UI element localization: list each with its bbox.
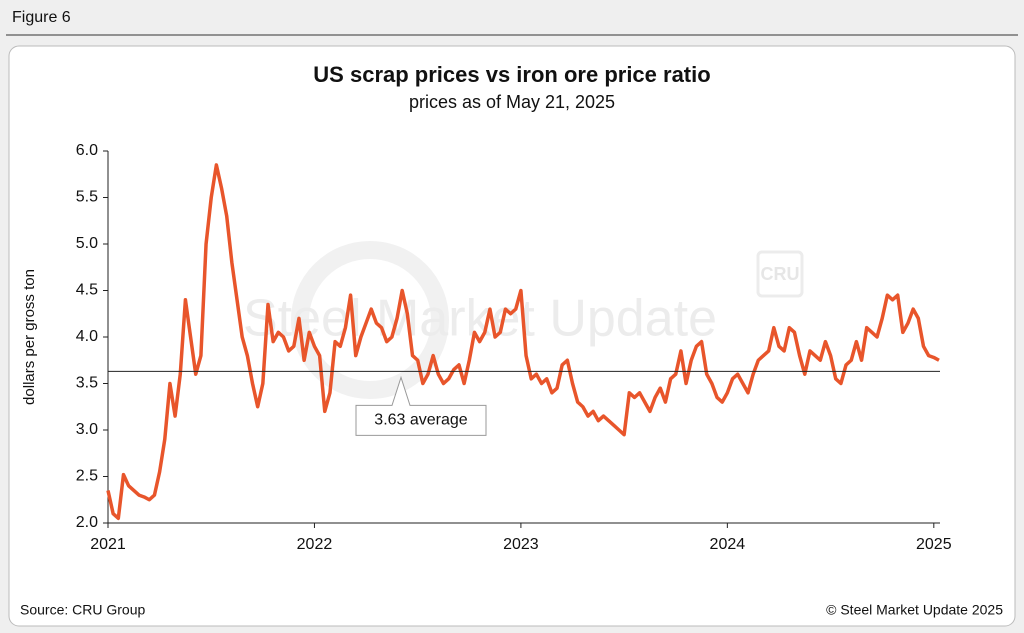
x-tick-label: 2024 — [710, 536, 746, 553]
data-line — [106, 163, 940, 521]
x-tick-label: 2021 — [90, 536, 126, 553]
chart-panel — [8, 45, 1016, 627]
y-tick-label: 4.0 — [76, 328, 98, 345]
y-axis-label: dollars per gross ton — [21, 269, 38, 405]
y-tick-label: 4.5 — [76, 282, 98, 299]
y-tick-label: 6.0 — [76, 142, 98, 159]
average-callout — [355, 375, 487, 436]
figure-label: Figure 6 — [12, 9, 71, 26]
x-tick-label: 2023 — [503, 536, 539, 553]
source: Source: CRU Group — [20, 602, 145, 618]
watermark-logo-box — [756, 250, 804, 298]
y-tick-label: 2.5 — [76, 468, 98, 485]
average-label: 3.63 average — [374, 412, 468, 429]
chart-title: US scrap prices vs iron ore price ratio — [313, 62, 710, 87]
y-tick-label: 3.5 — [76, 375, 98, 392]
y-tick-label: 5.5 — [76, 189, 98, 206]
chart-subtitle: prices as of May 21, 2025 — [409, 92, 615, 112]
y-tick-label: 5.0 — [76, 235, 98, 252]
x-tick-label: 2022 — [297, 536, 333, 553]
plot: 2.0 2.5 3.0 3.5 4.0 4.5 5.0 5.5 6.0 2021 2022 2023 2… — [76, 142, 952, 553]
x-tick-label: 2025 — [916, 536, 952, 553]
watermark-logo: CRU — [761, 264, 800, 284]
y-tick-label: 3.0 — [76, 421, 98, 438]
y-tick-label: 2.0 — [76, 514, 98, 531]
copyright: © Steel Market Update 2025 — [826, 602, 1003, 618]
